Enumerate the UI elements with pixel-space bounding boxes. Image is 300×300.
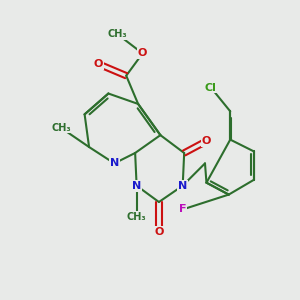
Text: N: N — [110, 158, 119, 168]
Text: N: N — [178, 181, 187, 191]
Text: F: F — [179, 204, 186, 214]
Text: O: O — [138, 48, 147, 59]
Text: CH₃: CH₃ — [107, 29, 127, 39]
Text: O: O — [154, 227, 164, 237]
Text: CH₃: CH₃ — [127, 212, 146, 222]
Text: N: N — [132, 181, 141, 191]
Text: O: O — [93, 59, 103, 69]
Text: Cl: Cl — [205, 82, 217, 93]
Text: O: O — [202, 136, 211, 146]
Text: CH₃: CH₃ — [51, 123, 70, 133]
